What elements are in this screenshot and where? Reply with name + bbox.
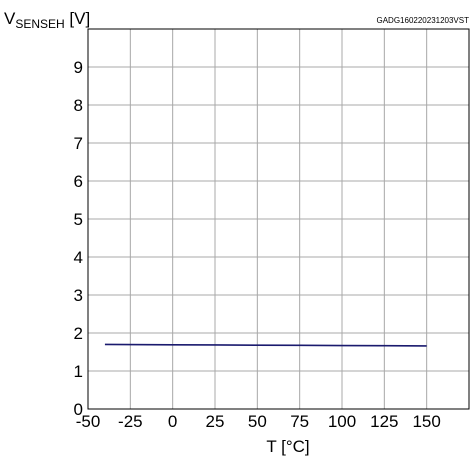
x-tick-label: 150: [412, 412, 440, 431]
y-tick-label: 8: [74, 96, 83, 115]
x-tick-label: 0: [168, 412, 177, 431]
x-tick-label: -25: [118, 412, 143, 431]
y-tick-label: 6: [74, 172, 83, 191]
y-tick-label: 5: [74, 210, 83, 229]
x-axis-title: T [°C]: [266, 437, 309, 456]
x-tick-label: 50: [248, 412, 267, 431]
y-tick-label: 2: [74, 324, 83, 343]
figure-code: GADG160220231203VST: [376, 16, 469, 25]
x-tick-labels: -50 -25 0 25 50 75 100 125 150: [76, 412, 441, 431]
y-axis-title-main: V: [4, 9, 16, 28]
y-tick-label: 3: [74, 286, 83, 305]
x-tick-label: 125: [370, 412, 398, 431]
series-layer: [104, 343, 427, 347]
y-axis-title: VSENSEH [V]: [4, 9, 90, 31]
grid: [87, 28, 470, 410]
x-tick-label: -50: [76, 412, 101, 431]
y-tick-label: 9: [74, 58, 83, 77]
x-tick-label: 25: [206, 412, 225, 431]
y-axis-title-sub: SENSEH: [15, 17, 64, 31]
x-tick-label: 75: [290, 412, 309, 431]
y-tick-labels: 0 1 2 3 4 5 6 7 8 9: [74, 58, 83, 419]
x-tick-label: 100: [328, 412, 356, 431]
plot-frame: [87, 28, 470, 410]
y-tick-label: 4: [74, 248, 83, 267]
y-axis-title-unit: [V]: [65, 9, 91, 28]
series-line: [104, 343, 427, 347]
y-tick-label: 7: [74, 134, 83, 153]
y-tick-label: 0: [74, 400, 83, 419]
y-tick-label: 1: [74, 362, 83, 381]
